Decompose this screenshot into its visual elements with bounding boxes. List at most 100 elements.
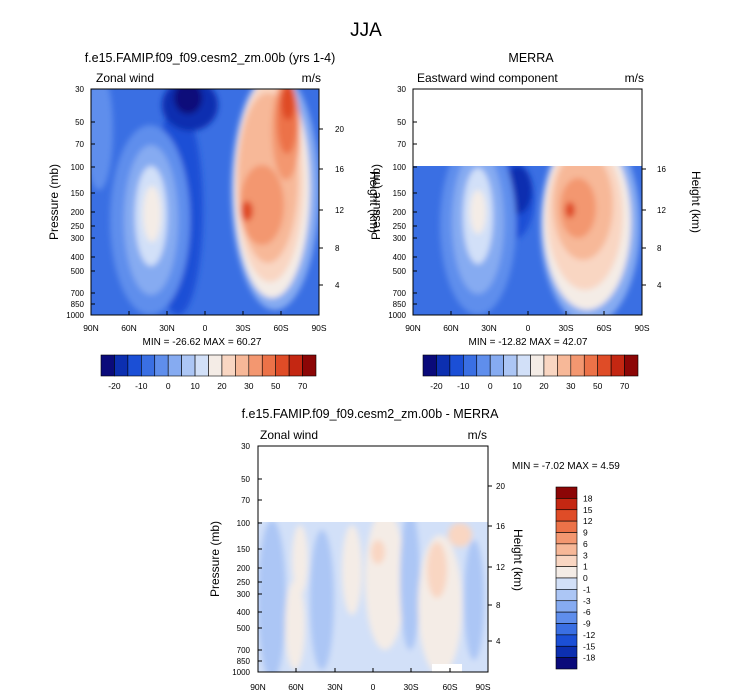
colorbar-swatch xyxy=(235,354,250,377)
height-tick-label: 8 xyxy=(657,244,662,253)
colorbar-label: 0 xyxy=(488,381,493,391)
y-tick-label: 70 xyxy=(397,140,406,149)
colorbar-swatch xyxy=(555,509,578,522)
panel-model-title: f.e15.FAMIP.f09_f09.cesm2_zm.00b (yrs 1-… xyxy=(85,51,336,65)
colorbar-label: -12 xyxy=(583,630,596,640)
height-tick-label: 4 xyxy=(335,281,340,290)
x-tick-label: 90N xyxy=(405,323,421,333)
colorbar-swatch xyxy=(555,611,578,624)
y-tick-label: 30 xyxy=(397,85,406,94)
field-contour xyxy=(464,540,484,660)
x-axis: 90N 60N 30N 0 30S 60S 90S xyxy=(250,668,491,692)
y-tick-label: 700 xyxy=(71,289,85,298)
y-tick-label: 250 xyxy=(393,222,407,231)
colorbar-swatch xyxy=(555,600,578,613)
colorbar-swatch xyxy=(555,645,578,658)
missing-data-region xyxy=(258,446,488,522)
panel-merra-variable: Eastward wind component xyxy=(417,71,558,85)
panel-merra: MERRA Eastward wind component m/s xyxy=(369,51,703,391)
panel-merra-units: m/s xyxy=(625,71,644,85)
colorbar-swatch xyxy=(555,657,578,670)
colorbar-swatch xyxy=(167,354,182,377)
x-tick-label: 90N xyxy=(250,682,266,692)
x-tick-label: 30N xyxy=(327,682,343,692)
figure-title: JJA xyxy=(350,20,382,41)
colorbar-label: 70 xyxy=(298,381,308,391)
y-tick-label: 500 xyxy=(237,624,251,633)
colorbar-swatch xyxy=(463,354,478,377)
y-tick-label: 50 xyxy=(397,118,406,127)
colorbar-swatch xyxy=(555,589,578,602)
colorbar-label: 10 xyxy=(190,381,200,391)
x-axis: 90N 60N 30N 0 30S 60S 90S xyxy=(405,311,650,333)
colorbar-swatch xyxy=(555,554,578,567)
colorbar-swatch xyxy=(555,577,578,590)
colorbar-swatch xyxy=(555,498,578,511)
y-tick-label: 700 xyxy=(393,289,407,298)
height-tick-label: 16 xyxy=(496,522,505,531)
y-axis: 30 50 70 100 150 200 250 300 400 500 700… xyxy=(388,85,417,320)
y-tick-label: 100 xyxy=(237,519,251,528)
colorbar-swatch xyxy=(557,354,572,377)
y-tick-label: 70 xyxy=(75,140,84,149)
y-tick-label: 70 xyxy=(241,496,250,505)
y-tick-label: 1000 xyxy=(232,668,250,677)
colorbar-swatch xyxy=(503,354,518,377)
height-axis-label: Height (km) xyxy=(511,529,525,591)
colorbar-swatch xyxy=(221,354,236,377)
x-tick-label: 60N xyxy=(121,323,137,333)
colorbar-swatch xyxy=(555,486,578,499)
colorbar-swatch xyxy=(422,354,437,377)
colorbar-label: 30 xyxy=(566,381,576,391)
y-tick-label: 1000 xyxy=(66,311,84,320)
panel-difference-field xyxy=(258,522,488,672)
colorbar-label: 70 xyxy=(620,381,630,391)
panel-merra-field xyxy=(413,166,642,315)
height-tick-label: 8 xyxy=(496,601,501,610)
colorbar-model: -20 -10 0 10 20 30 50 70 xyxy=(100,354,317,391)
y-tick-label: 500 xyxy=(71,267,85,276)
height-tick-label: 8 xyxy=(335,244,340,253)
colorbar-swatch xyxy=(261,354,276,377)
panel-difference-variable: Zonal wind xyxy=(260,428,318,442)
colorbar-label: -18 xyxy=(583,653,596,663)
colorbar-label: -9 xyxy=(583,619,591,629)
colorbar-swatch xyxy=(436,354,451,377)
y-tick-label: 250 xyxy=(237,578,251,587)
x-tick-label: 30S xyxy=(235,323,250,333)
colorbar-label: 20 xyxy=(539,381,549,391)
y-tick-label: 500 xyxy=(393,267,407,276)
height-tick-label: 16 xyxy=(335,165,344,174)
field-contour xyxy=(427,542,447,598)
colorbar-swatch xyxy=(555,520,578,533)
colorbar-swatch xyxy=(154,354,169,377)
colorbar-swatch xyxy=(597,354,612,377)
missing-data-region xyxy=(413,89,642,166)
y-tick-label: 850 xyxy=(393,300,407,309)
field-contour xyxy=(174,89,202,114)
height-tick-label: 4 xyxy=(496,637,501,646)
x-tick-label: 90S xyxy=(311,323,326,333)
height-tick-label: 4 xyxy=(657,281,662,290)
y-axis-label: Pressure (mb) xyxy=(47,164,61,240)
y-axis-label: Pressure (mb) xyxy=(369,164,383,240)
field-contour xyxy=(285,580,305,670)
x-tick-label: 0 xyxy=(203,323,208,333)
y-tick-label: 700 xyxy=(237,646,251,655)
colorbar-swatch xyxy=(555,623,578,636)
colorbar-label: 50 xyxy=(271,381,281,391)
panel-stats: MIN = -26.62 MAX = 60.27 xyxy=(143,337,262,348)
x-tick-label: 60S xyxy=(273,323,288,333)
colorbar-swatch xyxy=(489,354,504,377)
colorbar-label: 9 xyxy=(583,528,588,538)
colorbar-label: 15 xyxy=(583,505,593,515)
colorbar-swatch xyxy=(476,354,491,377)
x-tick-label: 90N xyxy=(83,323,99,333)
y-tick-label: 250 xyxy=(71,222,85,231)
colorbar-swatch xyxy=(181,354,196,377)
colorbar-swatch xyxy=(555,566,578,579)
colorbar-label: -15 xyxy=(583,641,596,651)
y-tick-label: 1000 xyxy=(388,311,406,320)
x-axis: 90N 60N 30N 0 30S 60S 90S xyxy=(83,311,327,333)
